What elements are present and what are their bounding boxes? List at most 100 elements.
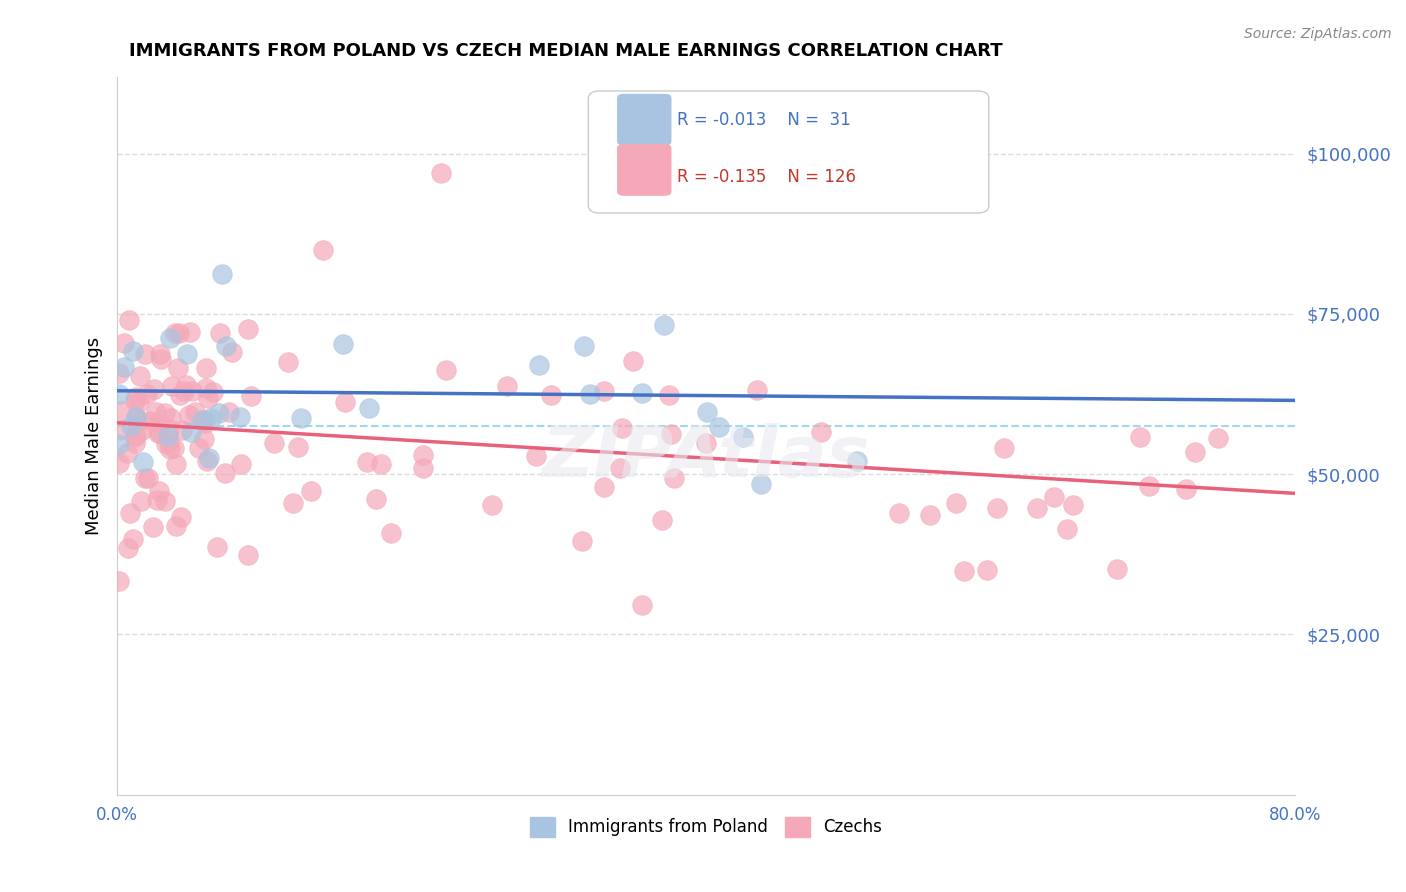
Czechs: [299, 484, 322, 499]
Czechs: [1206, 431, 1229, 445]
Czechs: [124, 409, 146, 424]
Text: IMMIGRANTS FROM POLAND VS CZECH MEDIAN MALE EARNINGS CORRELATION CHART: IMMIGRANTS FROM POLAND VS CZECH MEDIAN M…: [129, 42, 1002, 60]
Czechs: [170, 423, 193, 437]
Czechs: [134, 471, 156, 485]
Czechs: [370, 457, 392, 471]
Czechs: [111, 403, 134, 417]
Czechs: [1174, 482, 1197, 496]
Immigrants from Poland: [208, 406, 231, 420]
Czechs: [159, 442, 181, 456]
Immigrants from Poland: [159, 331, 181, 345]
Czechs: [412, 449, 434, 463]
Czechs: [218, 405, 240, 419]
Czechs: [430, 166, 453, 180]
Immigrants from Poland: [652, 318, 675, 332]
Czechs: [631, 599, 654, 613]
Czechs: [658, 387, 681, 401]
Czechs: [540, 388, 562, 402]
Czechs: [124, 436, 146, 450]
Czechs: [139, 415, 162, 429]
Czechs: [496, 379, 519, 393]
Czechs: [125, 391, 148, 405]
Czechs: [159, 421, 181, 435]
Czechs: [651, 513, 673, 527]
Immigrants from Poland: [176, 347, 198, 361]
Czechs: [524, 449, 547, 463]
Czechs: [335, 395, 357, 409]
Czechs: [114, 336, 136, 351]
Immigrants from Poland: [357, 401, 380, 415]
Czechs: [1137, 479, 1160, 493]
Czechs: [221, 345, 243, 359]
Czechs: [205, 540, 228, 554]
Czechs: [115, 446, 138, 460]
Czechs: [592, 384, 614, 398]
Czechs: [142, 382, 165, 396]
Czechs: [194, 416, 217, 430]
Czechs: [193, 412, 215, 426]
Czechs: [184, 405, 207, 419]
Czechs: [593, 480, 616, 494]
Immigrants from Poland: [332, 336, 354, 351]
Czechs: [124, 394, 146, 409]
Immigrants from Poland: [198, 451, 221, 466]
Czechs: [659, 427, 682, 442]
Immigrants from Poland: [191, 413, 214, 427]
Czechs: [167, 360, 190, 375]
Immigrants from Poland: [112, 359, 135, 374]
Immigrants from Poland: [846, 454, 869, 468]
Czechs: [134, 347, 156, 361]
Czechs: [810, 425, 832, 439]
Czechs: [195, 454, 218, 468]
Czechs: [1062, 498, 1084, 512]
Czechs: [197, 391, 219, 405]
Czechs: [127, 414, 149, 428]
Czechs: [142, 519, 165, 533]
Czechs: [993, 442, 1015, 456]
Immigrants from Poland: [120, 418, 142, 433]
Czechs: [366, 492, 388, 507]
Czechs: [1184, 445, 1206, 459]
Czechs: [131, 423, 153, 437]
Czechs: [180, 384, 202, 399]
Czechs: [312, 243, 335, 257]
Czechs: [145, 404, 167, 418]
Czechs: [481, 498, 503, 512]
Text: Source: ZipAtlas.com: Source: ZipAtlas.com: [1244, 27, 1392, 41]
Immigrants from Poland: [229, 410, 252, 425]
Czechs: [148, 483, 170, 498]
Immigrants from Poland: [578, 387, 600, 401]
Czechs: [1043, 491, 1066, 505]
Czechs: [918, 508, 941, 522]
Czechs: [118, 313, 141, 327]
Czechs: [117, 541, 139, 556]
Czechs: [621, 354, 644, 368]
Czechs: [128, 368, 150, 383]
Czechs: [110, 423, 132, 437]
Czechs: [380, 525, 402, 540]
Czechs: [153, 493, 176, 508]
Czechs: [118, 506, 141, 520]
Czechs: [160, 411, 183, 425]
Czechs: [157, 435, 180, 450]
Czechs: [240, 389, 263, 403]
Czechs: [263, 436, 285, 450]
Immigrants from Poland: [749, 477, 772, 491]
FancyBboxPatch shape: [617, 95, 671, 145]
Text: R = -0.135    N = 126: R = -0.135 N = 126: [676, 168, 856, 186]
Czechs: [193, 432, 215, 446]
Immigrants from Poland: [122, 343, 145, 358]
Immigrants from Poland: [696, 404, 718, 418]
Czechs: [214, 466, 236, 480]
FancyBboxPatch shape: [617, 145, 671, 195]
Czechs: [609, 460, 631, 475]
Czechs: [662, 471, 685, 485]
Immigrants from Poland: [211, 267, 233, 281]
Czechs: [695, 436, 717, 450]
Immigrants from Poland: [107, 437, 129, 451]
Czechs: [434, 362, 457, 376]
Czechs: [887, 506, 910, 520]
Czechs: [150, 351, 173, 366]
Czechs: [195, 361, 218, 376]
Czechs: [169, 510, 191, 524]
